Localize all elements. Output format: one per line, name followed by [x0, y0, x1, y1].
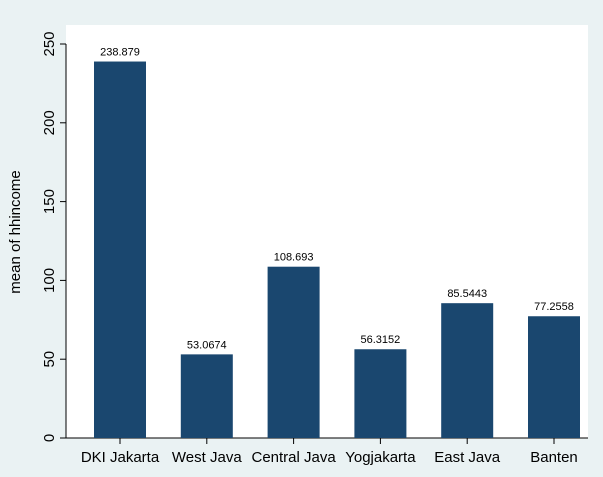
- bar-value-label: 238.879: [100, 47, 140, 59]
- bar: [528, 316, 580, 438]
- bar: [267, 266, 320, 438]
- y-tick-label: 50: [41, 351, 58, 368]
- y-tick-label: 0: [41, 434, 58, 442]
- x-tick-label: DKI Jakarta: [81, 449, 160, 466]
- y-tick-label: 150: [41, 189, 58, 214]
- x-tick-label: Banten: [530, 449, 578, 466]
- x-tick-label: West Java: [172, 449, 242, 466]
- y-tick-label: 200: [41, 110, 58, 135]
- x-tick-label: Yogjakarta: [345, 449, 416, 466]
- y-axis-label: mean of hhincome: [7, 170, 24, 293]
- y-tick-label: 250: [41, 31, 58, 56]
- plot-area: [66, 25, 588, 438]
- y-axis: 0 50 100 150 200 250: [41, 31, 67, 442]
- bar-value-label: 77.2558: [534, 301, 574, 313]
- bar: [354, 349, 407, 438]
- bar: [180, 354, 233, 438]
- x-tick-label: East Java: [434, 449, 501, 466]
- bar-value-label: 53.0674: [187, 339, 227, 351]
- y-tick-label: 100: [41, 268, 58, 293]
- bar-value-label: 56.3152: [361, 334, 401, 346]
- bar: [441, 303, 494, 438]
- bar-value-label: 85.5443: [447, 288, 487, 300]
- x-axis: DKI Jakarta West Java Central Java Yogjakar…: [66, 437, 588, 466]
- bar-value-label: 108.693: [274, 252, 314, 264]
- x-tick-label: Central Java: [251, 449, 336, 466]
- bar: [94, 61, 146, 438]
- bars: 238.879 53.0674 108.693 56.3152 85.5443 77.25…: [94, 47, 580, 438]
